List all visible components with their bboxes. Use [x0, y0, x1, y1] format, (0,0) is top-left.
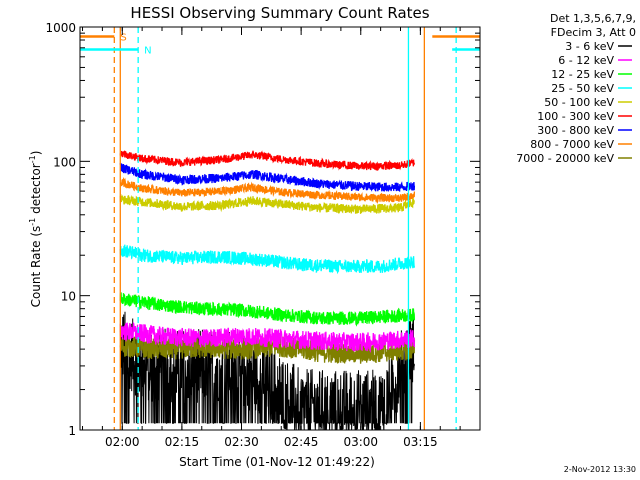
series-line [120, 176, 416, 205]
series-line [119, 162, 416, 193]
x-tick-label: 03:15 [403, 435, 438, 449]
x-tick-label: 02:30 [224, 435, 259, 449]
series-line [119, 193, 415, 215]
chart-title: HESSI Observing Summary Count Rates [130, 4, 429, 22]
y-tick-label: 10 [61, 290, 76, 304]
x-tick-label: 02:15 [165, 435, 200, 449]
legend-entry-label: 6 - 12 keV [558, 54, 614, 67]
y-axis-label-sup-1: -1 [28, 218, 37, 226]
y-tick-label: 1000 [45, 21, 76, 35]
legend: Det 1,3,5,6,7,9, FDecim 3, Att 0 3 - 6 k… [516, 12, 636, 165]
legend-entry-label: 7000 - 20000 keV [516, 152, 614, 165]
plot-area: SN [79, 26, 481, 431]
x-axis-ticks: 02:00 02:15 02:30 02:45 03:00 03:15 [82, 27, 481, 449]
x-tick-label: 03:00 [343, 435, 378, 449]
y-axis-label-part-3: ) [29, 151, 43, 156]
legend-entry-label: 100 - 300 keV [537, 110, 614, 123]
x-tick-label: 02:00 [105, 435, 140, 449]
legend-entry-label: 12 - 25 keV [551, 68, 614, 81]
legend-header-line-1: Det 1,3,5,6,7,9, [550, 12, 636, 25]
legend-entry-label: 50 - 100 keV [544, 96, 614, 109]
plot-frame [79, 26, 481, 431]
series-line [119, 310, 415, 431]
x-tick-label: 02:45 [284, 435, 319, 449]
y-tick-label: 1 [68, 424, 76, 438]
series-line [119, 321, 416, 353]
legend-header-line-2: FDecim 3, Att 0 [551, 26, 636, 39]
footer-date: 2-Nov-2012 13:30 [564, 465, 636, 474]
flag-marker-label: S [120, 32, 126, 43]
y-tick-label: 100 [53, 155, 76, 169]
series-line [119, 149, 416, 171]
y-axis-ticks: 1 10 100 1000 [45, 21, 480, 438]
y-axis-label: Count Rate (s-1 detector-1) [28, 151, 43, 308]
legend-entry-label: 3 - 6 keV [565, 40, 614, 53]
x-axis-label: Start Time (01-Nov-12 01:49:22) [179, 455, 375, 469]
series-line [119, 244, 416, 275]
y-axis-label-part-2: detector [29, 163, 43, 218]
y-axis-label-sup-2: -1 [28, 155, 37, 163]
y-axis-label-part-1: Count Rate (s [29, 226, 43, 308]
series-line [119, 292, 416, 327]
legend-entry-label: 25 - 50 keV [551, 82, 614, 95]
flag-marker-label: N [144, 45, 151, 56]
legend-entry-label: 300 - 800 keV [537, 124, 614, 137]
legend-entry-label: 800 - 7000 keV [530, 138, 614, 151]
